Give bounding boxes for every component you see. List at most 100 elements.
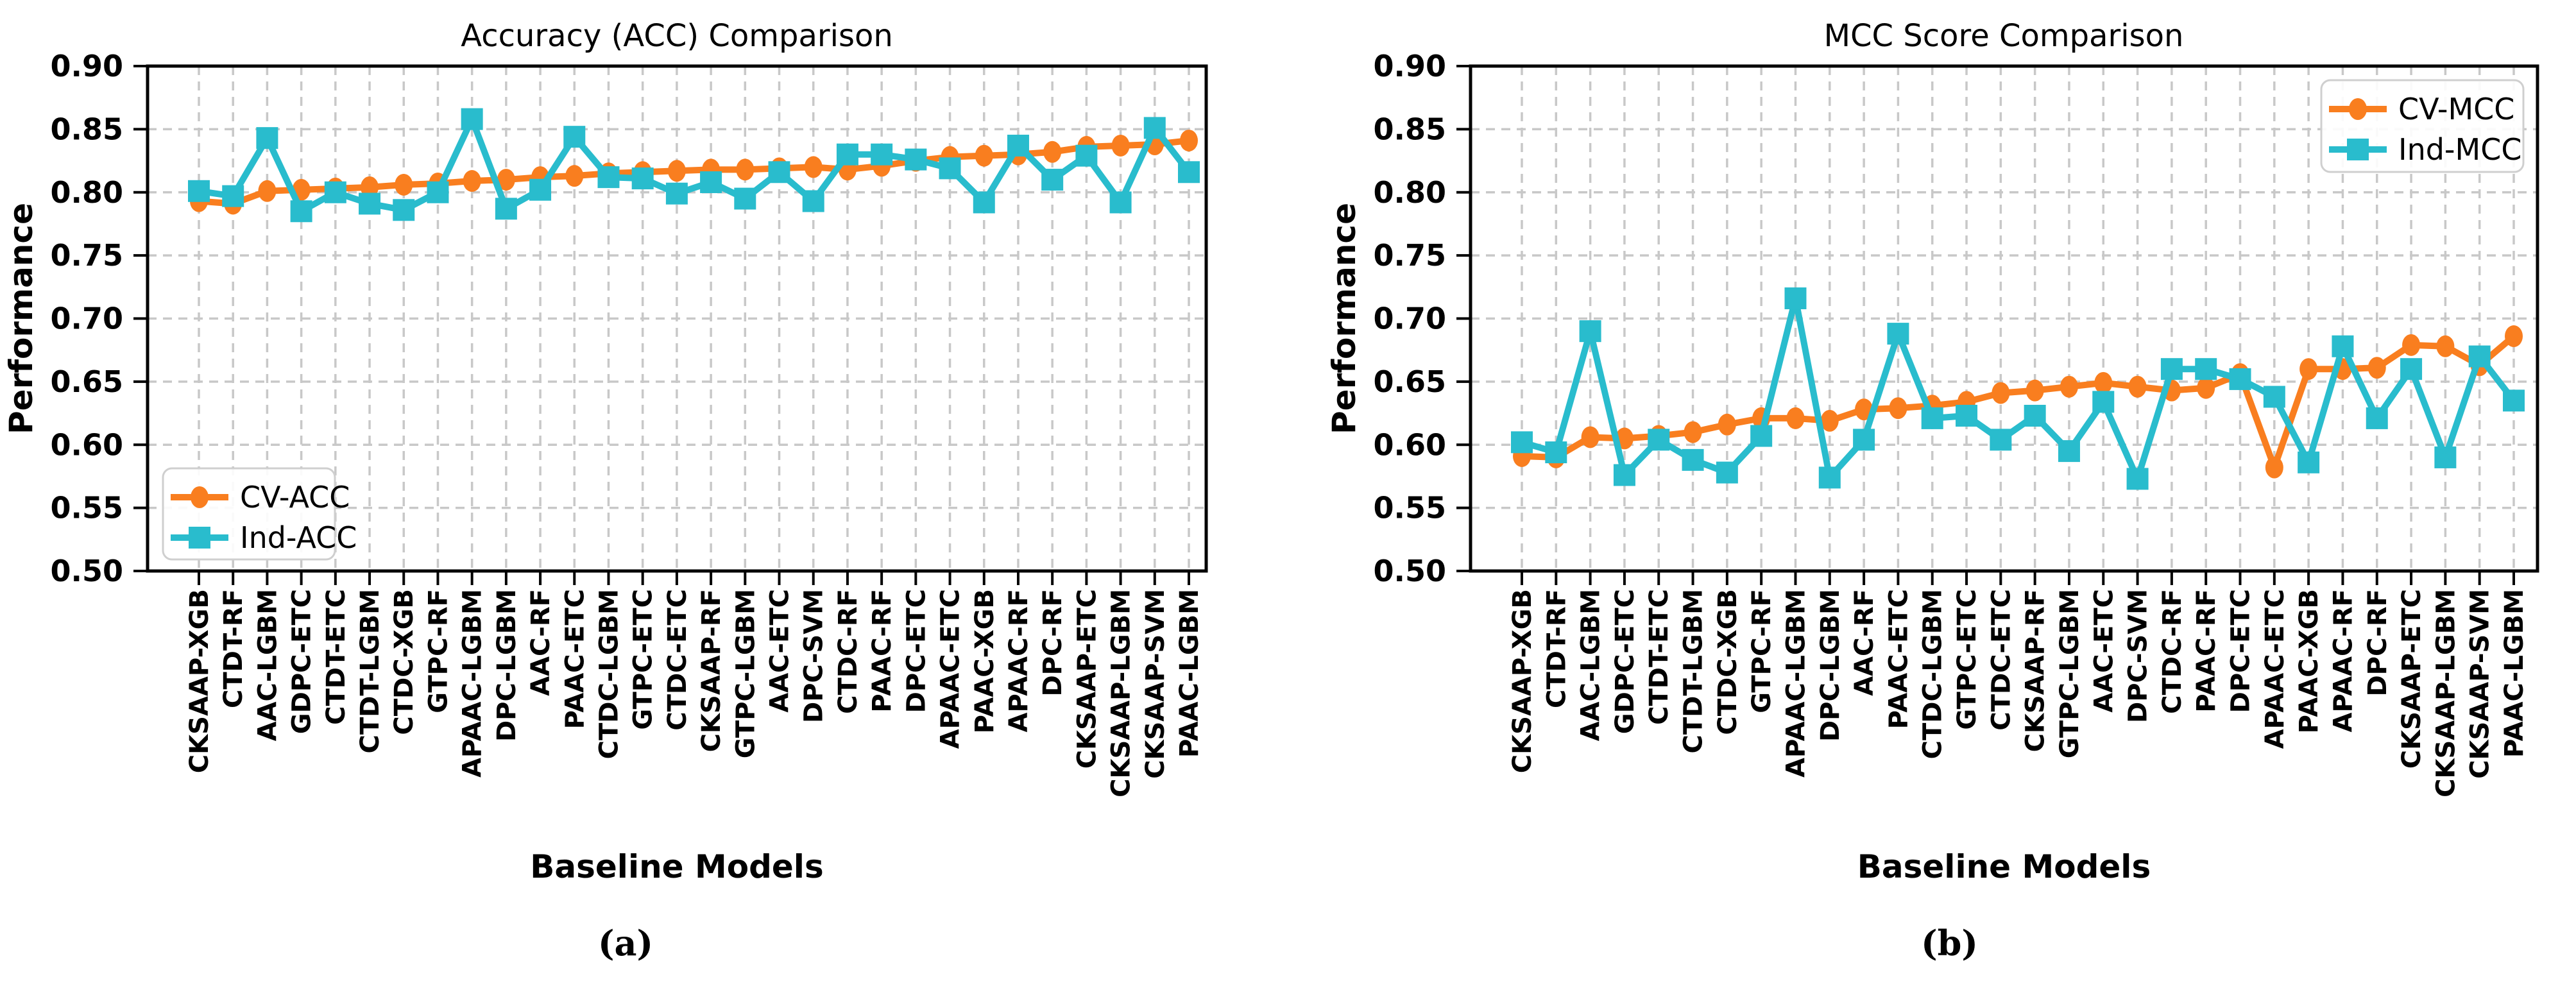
- data-point-square: [973, 191, 995, 214]
- y-tick-label: 0.70: [1374, 302, 1447, 336]
- x-tick-label: CTDT-ETC: [1644, 589, 1674, 725]
- x-tick-label: CKSAAP-RF: [697, 589, 726, 752]
- x-tick-label: CTDC-LGBM: [594, 589, 624, 759]
- x-tick-label: APAAC-ETC: [2260, 589, 2290, 749]
- x-tick-label: AAC-LGBM: [1576, 589, 1606, 741]
- y-tick-label: 0.55: [1374, 491, 1447, 525]
- x-axis-label: Baseline Models: [530, 848, 823, 885]
- data-point-square: [2024, 404, 2046, 427]
- data-point-square: [2298, 451, 2320, 473]
- data-point-square: [529, 178, 552, 201]
- x-tick-label: AAC-ETC: [2089, 589, 2119, 713]
- data-point-square: [393, 199, 415, 221]
- data-point-square: [1579, 320, 1601, 343]
- data-point-square: [563, 126, 586, 148]
- x-tick-label: CTDC-RF: [2158, 589, 2187, 714]
- x-tick-label: DPC-RF: [1038, 589, 1068, 697]
- data-point-circle: [2094, 371, 2113, 394]
- x-tick-label: DPC-ETC: [2226, 589, 2256, 713]
- x-tick-label: AAC-ETC: [765, 589, 795, 713]
- x-tick-label: GTPC-RF: [1747, 589, 1777, 713]
- y-tick-label: 0.80: [1374, 175, 1447, 210]
- data-point-square: [1041, 169, 1064, 191]
- data-point-square: [1007, 134, 1029, 157]
- series-line: [198, 115, 1191, 215]
- data-point-square: [1613, 464, 1635, 486]
- data-point-square: [2058, 440, 2080, 463]
- x-tick-label: APAAC-RF: [2328, 589, 2358, 733]
- data-point-square: [1990, 429, 2012, 451]
- data-point-square: [1178, 161, 1200, 183]
- y-axis-label: Performance: [1326, 203, 1363, 434]
- data-point-circle: [2299, 358, 2318, 380]
- x-tick-label: CKSAAP-SVM: [2466, 589, 2495, 779]
- y-tick-label: 0.60: [51, 427, 124, 462]
- data-point-circle: [1581, 426, 1599, 448]
- data-point-circle: [2026, 379, 2044, 402]
- data-point-circle: [2265, 456, 2283, 479]
- chart-title: MCC Score Comparison: [1824, 18, 2184, 54]
- x-tick-label: CTDT-LGBM: [355, 589, 385, 753]
- x-tick-label: PAAC-RF: [867, 589, 897, 713]
- data-point-square: [2434, 446, 2457, 468]
- data-point-square: [1887, 323, 1909, 345]
- x-tick-label: CTDC-LGBM: [1918, 589, 1948, 759]
- data-point-square: [700, 171, 722, 194]
- data-point-square: [1784, 287, 1807, 310]
- legend: CV-MCC Ind-MCC: [2320, 79, 2525, 173]
- data-point-circle: [1992, 382, 2010, 404]
- data-point-square: [631, 167, 654, 190]
- data-point-square: [871, 143, 893, 166]
- data-point-square: [2229, 368, 2251, 390]
- x-tick-label: CTDT-RF: [219, 589, 248, 708]
- data-point-square: [461, 108, 483, 130]
- data-point-square: [2503, 389, 2525, 412]
- x-tick-label: CKSAAP-SVM: [1141, 589, 1170, 779]
- data-point-square: [1853, 429, 1875, 451]
- data-point-circle: [2402, 334, 2421, 356]
- data-point-square: [1545, 441, 1567, 464]
- y-tick-label: 0.75: [1374, 238, 1447, 273]
- x-tick-label: GTPC-ETC: [1952, 589, 1982, 730]
- x-tick-label: PAAC-LGBM: [2500, 589, 2529, 758]
- data-point-circle: [1043, 141, 1062, 163]
- data-point-square: [2332, 335, 2354, 357]
- subfigure-caption-a: (a): [597, 923, 654, 964]
- data-point-square: [905, 148, 927, 171]
- data-point-circle: [975, 144, 993, 167]
- data-point-square: [2263, 386, 2285, 408]
- legend-entry-label: CV-ACC: [240, 480, 350, 515]
- x-tick-label: AAC-LGBM: [253, 589, 282, 741]
- data-point-square: [495, 198, 517, 220]
- x-tick-label: GTPC-ETC: [629, 589, 658, 730]
- data-point-square: [2092, 391, 2115, 413]
- x-tick-label: APAAC-RF: [1004, 589, 1034, 733]
- data-point-square: [1818, 466, 1841, 489]
- data-point-circle: [2505, 325, 2523, 348]
- data-point-square: [427, 181, 449, 203]
- x-tick-label: CTDC-XGB: [389, 589, 419, 735]
- data-point-square: [2400, 358, 2423, 380]
- x-tick-label: PAAC-LGBM: [1175, 589, 1204, 758]
- y-tick-label: 0.60: [1374, 427, 1447, 462]
- y-tick-label: 0.50: [51, 554, 124, 588]
- legend-sample-marker: [191, 486, 209, 508]
- x-tick-label: CTDT-RF: [1542, 589, 1571, 708]
- data-point-circle: [1889, 397, 1907, 420]
- x-tick-label: PAAC-ETC: [1884, 589, 1913, 729]
- chart-title: Accuracy (ACC) Comparison: [461, 18, 893, 54]
- x-tick-label: PAAC-RF: [2192, 589, 2221, 713]
- x-axis-label: Baseline Models: [1857, 848, 2151, 885]
- y-tick-label: 0.90: [1374, 49, 1447, 83]
- data-point-square: [256, 127, 278, 149]
- x-tick-label: GDPC-ETC: [1610, 589, 1640, 734]
- data-point-circle: [2367, 357, 2386, 379]
- x-tick-label: APAAC-LGBM: [458, 589, 488, 778]
- x-tick-label: APAAC-LGBM: [1781, 589, 1811, 778]
- data-point-square: [1109, 191, 1132, 214]
- legend-sample-marker: [2347, 139, 2369, 160]
- series-ind-acc: [188, 108, 1200, 223]
- data-point-square: [1143, 117, 1166, 139]
- data-point-circle: [1111, 134, 1130, 157]
